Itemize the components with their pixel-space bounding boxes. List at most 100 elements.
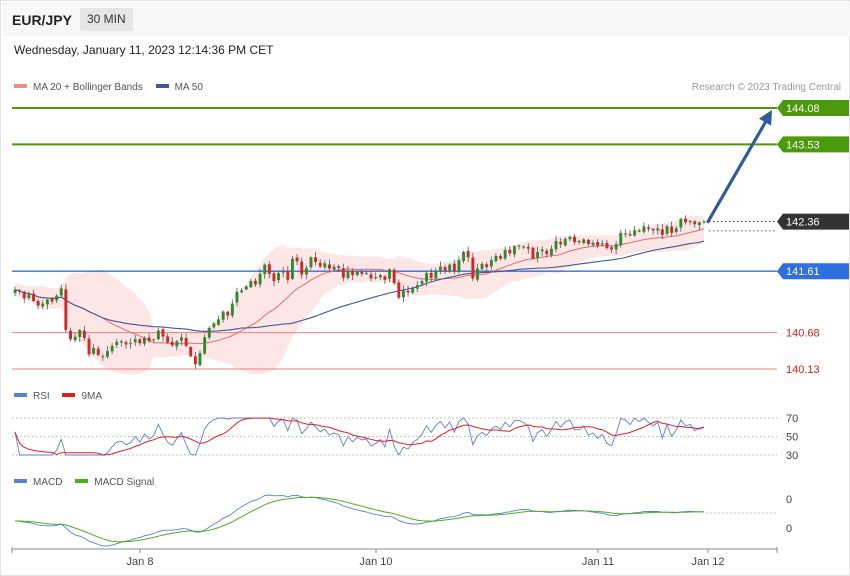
candle-body	[304, 267, 308, 275]
ma50-line	[14, 240, 705, 332]
candle-body	[36, 300, 40, 306]
candle-body	[411, 287, 415, 293]
level-label-144.08: 144.08	[786, 103, 820, 115]
candle-body	[96, 348, 100, 356]
candle-body	[406, 290, 410, 293]
chart-datetime: Wednesday, January 11, 2023 12:14:36 PM …	[14, 43, 274, 57]
candle-body	[480, 263, 484, 270]
candle-body	[59, 288, 63, 296]
candle-body	[610, 247, 613, 250]
candle-body	[286, 271, 290, 280]
x-axis: Jan 8 Jan 10 Jan 11 Jan 12	[11, 547, 778, 568]
bollinger-bands	[15, 215, 704, 375]
candle-body	[600, 243, 604, 245]
candle-body	[249, 281, 253, 288]
legend-swatch-rsi	[14, 393, 27, 398]
candle-body	[73, 336, 77, 341]
candle-body	[369, 274, 373, 279]
candle-body	[18, 290, 22, 292]
candle-body	[258, 273, 262, 285]
candle-body	[263, 264, 267, 275]
level-tag-141.61	[777, 263, 849, 280]
candle-body	[415, 285, 419, 289]
candle-body	[230, 303, 234, 316]
projection-arrow-head	[758, 110, 772, 126]
candle-body	[425, 273, 428, 282]
candle-body	[184, 338, 188, 346]
candle-body	[291, 258, 294, 279]
legend-label-rsi: RSI	[33, 391, 50, 402]
candle-body	[466, 250, 470, 258]
candle-body	[420, 281, 424, 284]
candle-body	[318, 262, 322, 267]
candle-body	[147, 337, 151, 342]
candle-body	[235, 291, 239, 303]
rsi-legend: RSI 9MA	[14, 391, 112, 402]
candle-body	[577, 241, 581, 243]
candle-body	[587, 239, 590, 245]
candle-body	[300, 261, 304, 275]
timeframe-badge[interactable]: 30 MIN	[80, 8, 133, 31]
candle-body	[684, 218, 687, 223]
candle-body	[665, 226, 669, 234]
candle-body	[267, 264, 271, 274]
legend-label-9ma: 9MA	[81, 391, 103, 402]
candle-body	[189, 347, 193, 357]
candle-body	[536, 252, 539, 258]
candle-body	[499, 256, 502, 259]
candle-body	[156, 330, 160, 340]
legend-item-macd-signal: MACD Signal	[75, 477, 154, 488]
candle-body	[55, 295, 59, 301]
level-label-142.36: 142.36	[786, 217, 820, 229]
candle-body	[402, 290, 405, 298]
candle-body	[545, 250, 549, 255]
candle-body	[688, 221, 692, 222]
candle-body	[619, 232, 623, 246]
candle-body	[272, 273, 276, 282]
level-label-140.13: 140.13	[786, 364, 820, 376]
candle-body	[494, 256, 498, 262]
macd-line	[14, 494, 705, 547]
level-label-141.61: 141.61	[786, 266, 820, 278]
candle-body	[341, 268, 345, 278]
candle-body	[360, 271, 364, 274]
candle-body	[332, 266, 336, 270]
candle-body	[679, 219, 683, 228]
legend-label-macd: MACD	[33, 477, 63, 488]
candle-body	[212, 323, 216, 328]
bollinger-band-fill	[15, 215, 704, 375]
legend-label-ma50: MA 50	[174, 82, 203, 93]
level-tag-144.08	[777, 100, 849, 116]
candle-body	[106, 351, 109, 357]
candle-body	[517, 245, 521, 247]
moving-averages	[14, 228, 705, 345]
candle-body	[633, 230, 637, 236]
legend-label-macd-signal: MACD Signal	[94, 477, 155, 488]
candle-body	[568, 236, 572, 240]
candle-body	[605, 242, 609, 249]
candle-body	[32, 293, 35, 301]
candle-body	[337, 266, 341, 268]
candle-body	[124, 342, 128, 345]
candle-body	[129, 343, 133, 345]
candle-body	[92, 347, 96, 354]
candle-body	[198, 353, 202, 366]
candle-body	[559, 241, 563, 245]
candle-body	[392, 269, 396, 284]
candle-body	[50, 298, 54, 302]
candle-body	[328, 264, 331, 269]
candle-body	[143, 337, 146, 344]
candle-body	[550, 248, 553, 256]
candle-body	[573, 236, 576, 243]
macd-label-upper: 0	[786, 494, 792, 506]
legend-item-ma20: MA 20 + Bollinger Bands	[14, 82, 143, 93]
candle-body	[64, 289, 68, 331]
candle-body	[614, 244, 618, 250]
copyright-text: Research © 2023 Trading Central	[691, 82, 841, 93]
candle-body	[660, 229, 664, 235]
candle-body	[27, 294, 31, 298]
candle-body	[476, 268, 479, 280]
candle-body	[531, 247, 535, 259]
candle-body	[693, 221, 697, 225]
